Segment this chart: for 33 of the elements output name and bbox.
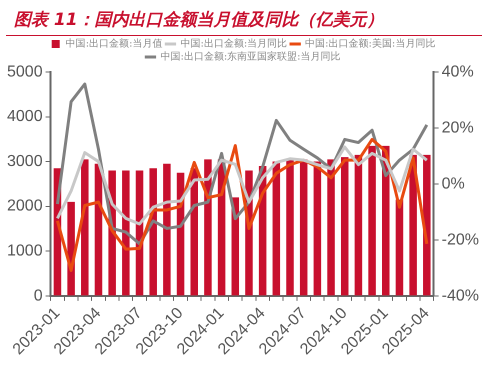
bar: [94, 164, 102, 296]
bar: [190, 168, 198, 296]
y2-tick-label: -40%: [442, 287, 480, 304]
bar: [396, 200, 404, 296]
bar: [272, 162, 280, 296]
bar: [314, 162, 322, 296]
bar: [122, 170, 130, 296]
y2-tick-label: 40%: [442, 63, 474, 80]
y2-tick-label: 0%: [442, 175, 465, 192]
legend-label: 中国:出口金额:当月值: [66, 38, 162, 50]
bar: [368, 146, 376, 296]
legend-label: 中国:出口金额:东南亚国家联盟:当月同比: [160, 50, 341, 63]
bar: [163, 164, 171, 296]
y-tick-label: 1000: [7, 242, 43, 260]
bar: [300, 159, 308, 296]
y-tick-label: 3000: [7, 152, 43, 170]
bar: [423, 154, 431, 296]
bar: [136, 170, 144, 296]
chart-title: 图表 11：国内出口金额当月值及同比（亿美元）: [6, 0, 482, 36]
legend-label: 中国:出口金额:美国:当月同比: [305, 38, 436, 50]
bar: [286, 159, 294, 296]
y-tick-label: 0: [34, 287, 43, 304]
legend-label: 中国:出口金额:当月同比: [180, 38, 288, 50]
y2-tick-label: 20%: [442, 119, 474, 136]
y-tick-label: 2000: [7, 198, 43, 215]
bar: [340, 157, 348, 296]
y-tick-label: 5000: [7, 63, 43, 80]
bar: [81, 159, 89, 296]
y2-tick-label: -20%: [442, 231, 480, 248]
bar: [327, 159, 335, 296]
y-tick-label: 4000: [7, 108, 43, 126]
bar: [354, 154, 362, 296]
bar: [232, 197, 240, 296]
